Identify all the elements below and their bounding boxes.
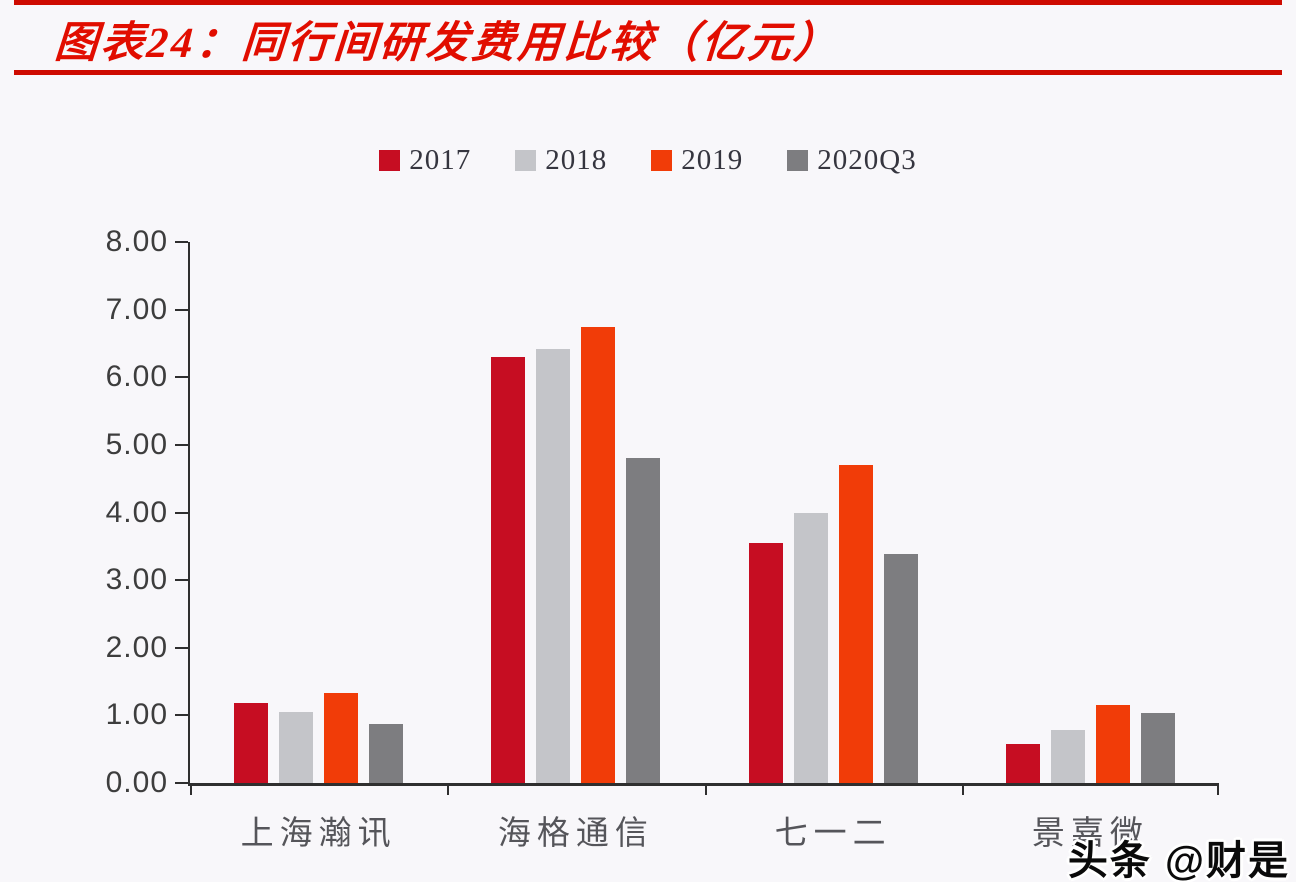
bar-2020Q3-上海瀚讯 (369, 723, 404, 783)
y-tick-label: 8.00 (105, 225, 168, 258)
x-tick-mark (447, 786, 450, 795)
y-tick-mark (175, 376, 188, 379)
bar-2019-上海瀚讯 (324, 693, 359, 783)
bar-2017-景嘉微 (1005, 744, 1040, 783)
legend-item-2018: 2018 (515, 144, 607, 177)
bar-2018-景嘉微 (1050, 729, 1085, 783)
x-tick-mark (1217, 786, 1219, 795)
legend-item-2019: 2019 (651, 144, 743, 177)
bar-2020Q3-七一二 (883, 554, 918, 783)
watermark: 头条 @财是 (1067, 839, 1290, 883)
chart-legend: 2017 2018 2019 2020Q3 (0, 144, 1296, 177)
figure-title: 图表24：同行间研发费用比较（亿元） (53, 20, 842, 67)
y-tick-label: 7.00 (105, 292, 168, 326)
legend-swatch-2019 (651, 150, 673, 171)
legend-swatch-2020Q3 (787, 150, 809, 171)
bar-2020Q3-海格通信 (626, 458, 661, 783)
bar-2017-上海瀚讯 (234, 703, 269, 783)
x-tick-mark (961, 786, 964, 795)
legend-label-2017: 2017 (409, 144, 472, 176)
legend-item-2017: 2017 (379, 144, 471, 177)
x-category-label-上海瀚讯: 上海瀚讯 (240, 816, 397, 852)
y-tick-label: 6.00 (105, 360, 168, 394)
plot-area (188, 242, 1219, 786)
x-category-label-景嘉微: 景嘉微 (1031, 816, 1149, 852)
bar-2020Q3-景嘉微 (1140, 713, 1175, 783)
y-tick-mark (175, 782, 188, 784)
legend-label-2018: 2018 (545, 144, 608, 176)
bar-2019-景嘉微 (1095, 705, 1130, 783)
y-tick-label: 2.00 (105, 630, 168, 664)
bar-2017-七一二 (748, 542, 783, 783)
bar-2018-七一二 (793, 512, 828, 783)
y-tick-mark (175, 308, 188, 311)
bar-2017-海格通信 (491, 356, 526, 783)
bar-2018-海格通信 (536, 348, 571, 783)
y-tick-mark (175, 579, 188, 582)
y-tick-label: 5.00 (105, 427, 168, 461)
x-category-label-海格通信: 海格通信 (497, 816, 654, 852)
legend-label-2020Q3: 2020Q3 (817, 144, 917, 176)
y-tick-label: 1.00 (105, 698, 168, 732)
header-bottom-rule (14, 70, 1282, 75)
bar-2019-七一二 (838, 465, 873, 783)
bar-2018-上海瀚讯 (279, 712, 314, 783)
x-category-label-七一二: 七一二 (774, 816, 892, 852)
x-tick-mark (190, 786, 192, 795)
bottom-strip (0, 882, 1296, 892)
header-top-rule (14, 0, 1282, 5)
y-tick-mark (175, 714, 188, 717)
x-tick-mark (704, 786, 707, 795)
legend-swatch-2018 (515, 150, 537, 171)
y-tick-label: 3.00 (105, 563, 168, 597)
y-tick-mark (175, 241, 188, 243)
y-tick-label: 4.00 (105, 495, 168, 529)
y-tick-label: 0.00 (105, 766, 168, 799)
y-tick-mark (175, 443, 188, 446)
legend-item-2020Q3: 2020Q3 (787, 144, 916, 177)
bar-2019-海格通信 (581, 326, 616, 783)
y-tick-mark (175, 646, 188, 649)
y-tick-mark (175, 511, 188, 514)
legend-label-2019: 2019 (681, 144, 744, 176)
legend-swatch-2017 (379, 150, 401, 171)
